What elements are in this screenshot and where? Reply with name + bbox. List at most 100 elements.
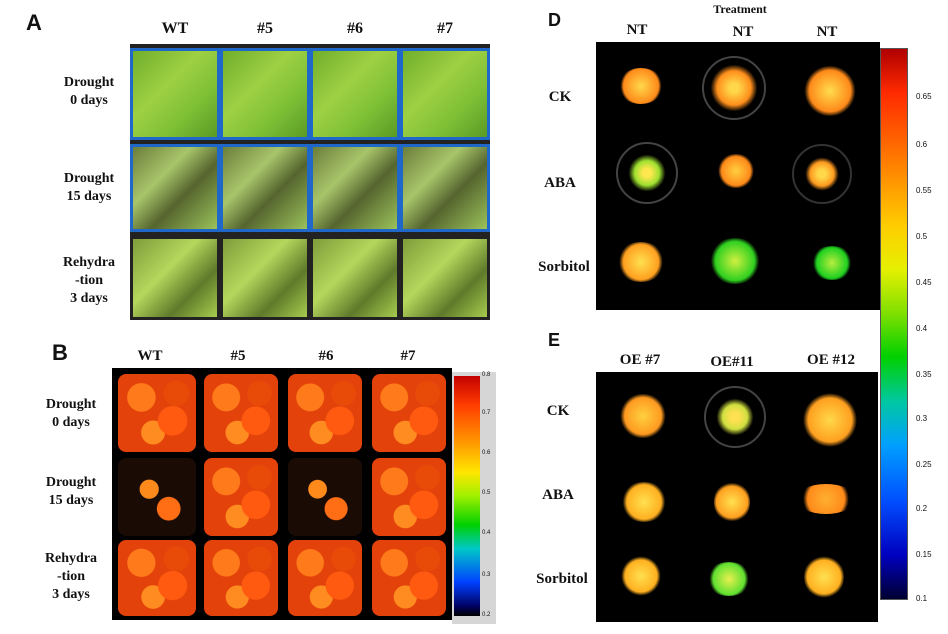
panel-a-row-label-1: Drought 0 days bbox=[48, 74, 130, 110]
fluorescence-tray bbox=[204, 374, 278, 452]
panel-d-col-1: NT bbox=[626, 22, 648, 38]
colorbar-tick: 0.35 bbox=[916, 370, 932, 379]
main-colorbar bbox=[880, 48, 908, 600]
colorbar-tick: 0.2 bbox=[916, 504, 928, 513]
panel-b-letter: B bbox=[52, 340, 68, 365]
row-label-line: 3 days bbox=[70, 291, 108, 306]
plant-image bbox=[708, 238, 762, 284]
colorbar-tick: 0.25 bbox=[916, 460, 932, 469]
panel-d-row-aba: ABA bbox=[544, 175, 576, 191]
panel-d-row-ck: CK bbox=[548, 89, 572, 105]
plant-image bbox=[616, 242, 666, 282]
fluorescence-tray bbox=[372, 374, 446, 452]
plant-image bbox=[616, 142, 678, 204]
plant-image bbox=[618, 68, 664, 104]
plant-image bbox=[792, 144, 852, 204]
fluorescence-tray bbox=[118, 458, 196, 536]
plant-image bbox=[804, 554, 844, 600]
tray-photo bbox=[130, 48, 220, 140]
panel-d-col-2: NT bbox=[732, 24, 754, 40]
plant-image bbox=[618, 394, 668, 438]
tray-photo bbox=[310, 48, 400, 140]
fluorescence-tray bbox=[204, 458, 278, 536]
panel-b-row-label-1: Drought 0 days bbox=[30, 396, 112, 432]
panel-e-letter: E bbox=[548, 330, 561, 350]
row-label-line: 15 days bbox=[66, 189, 112, 204]
tray-photo bbox=[400, 236, 490, 320]
fluorescence-tray bbox=[372, 540, 446, 616]
panel-b-col-6: #6 bbox=[318, 348, 334, 364]
panel-e-col-1: OE #7 bbox=[619, 352, 661, 368]
tray-photo bbox=[220, 144, 310, 232]
colorbar-tick: 0.15 bbox=[916, 550, 932, 559]
panel-b-row-label-3: Rehydra -tion 3 days bbox=[30, 550, 112, 604]
tray-photo bbox=[130, 236, 220, 320]
row-label-line: Drought bbox=[45, 475, 97, 490]
row-label-line: 3 days bbox=[52, 587, 90, 602]
plant-image bbox=[802, 392, 858, 448]
plant-image bbox=[702, 56, 766, 120]
panel-b-scale-tick: 0.5 bbox=[482, 490, 491, 496]
panel-d-row-sorbitol: Sorbitol bbox=[538, 259, 590, 275]
row-label-line: -tion bbox=[57, 569, 85, 584]
panel-b-col-wt: WT bbox=[137, 348, 163, 364]
panel-a-photo-grid bbox=[130, 44, 490, 320]
panel-b-scale-tick: 0.6 bbox=[482, 450, 491, 456]
panel-e-col-2: OE#11 bbox=[710, 354, 754, 370]
panel-b-fluorescence-grid bbox=[112, 368, 452, 620]
plant-image bbox=[802, 66, 858, 116]
row-label-line: Rehydra bbox=[44, 551, 98, 566]
colorbar-tick-labels: 0.65 0.6 0.55 0.5 0.45 0.4 0.35 0.3 0.25… bbox=[912, 48, 946, 608]
panel-a-row-label-2: Drought 15 days bbox=[48, 170, 130, 206]
row-label-line: Drought bbox=[63, 75, 115, 90]
row-label-line: Rehydra bbox=[62, 255, 116, 270]
tray-photo bbox=[130, 144, 220, 232]
fluorescence-tray bbox=[204, 540, 278, 616]
panel-a-letter: A bbox=[26, 10, 42, 35]
panel-a-col-7: #7 bbox=[437, 20, 453, 37]
fluorescence-tray bbox=[288, 374, 362, 452]
plant-image bbox=[704, 386, 766, 448]
plant-image bbox=[796, 484, 856, 514]
panel-d-header: Treatment bbox=[713, 2, 767, 16]
plant-image bbox=[620, 556, 662, 596]
fluorescence-tray bbox=[288, 458, 362, 536]
panel-e-row-aba: ABA bbox=[542, 487, 574, 503]
colorbar-tick: 0.55 bbox=[916, 186, 932, 195]
panel-b-row-label-2: Drought 15 days bbox=[30, 474, 112, 510]
panel-e-row-ck: CK bbox=[546, 403, 570, 419]
fluorescence-tray bbox=[118, 540, 196, 616]
panel-e-image bbox=[596, 372, 878, 622]
tray-photo bbox=[220, 48, 310, 140]
colorbar-tick: 0.4 bbox=[916, 324, 928, 333]
plant-image bbox=[706, 562, 752, 596]
panel-b-scale-tick: 0.8 bbox=[482, 372, 491, 378]
fluorescence-tray bbox=[372, 458, 446, 536]
plant-image bbox=[620, 482, 668, 522]
panel-d-col-3: NT bbox=[816, 24, 838, 40]
panel-a-col-6: #6 bbox=[347, 20, 363, 37]
plant-image bbox=[810, 246, 854, 280]
panel-a-col-5: #5 bbox=[257, 20, 273, 37]
colorbar-tick: 0.1 bbox=[916, 594, 928, 603]
panel-a-row-label-3: Rehydra -tion 3 days bbox=[48, 254, 130, 308]
row-label-line: Drought bbox=[63, 171, 115, 186]
panel-b-scale-tick: 0.2 bbox=[482, 612, 491, 618]
tray-photo bbox=[400, 144, 490, 232]
row-label-line: 0 days bbox=[52, 415, 90, 430]
colorbar-tick: 0.6 bbox=[916, 140, 928, 149]
colorbar-tick: 0.5 bbox=[916, 232, 928, 241]
panel-e-col-3: OE #12 bbox=[807, 352, 855, 368]
panel-b-col-5: #5 bbox=[230, 348, 246, 364]
panel-b-scale-tick: 0.4 bbox=[482, 530, 491, 536]
colorbar-tick: 0.3 bbox=[916, 414, 928, 423]
panel-a-col-wt: WT bbox=[161, 20, 189, 37]
row-label-line: 15 days bbox=[48, 493, 94, 508]
panel-e-row-sorbitol: Sorbitol bbox=[536, 571, 588, 587]
plant-image bbox=[716, 154, 756, 188]
tray-photo bbox=[400, 48, 490, 140]
panel-b-color-gradient bbox=[454, 376, 480, 616]
tray-photo bbox=[220, 236, 310, 320]
tray-photo bbox=[310, 144, 400, 232]
colorbar-tick: 0.45 bbox=[916, 278, 932, 287]
